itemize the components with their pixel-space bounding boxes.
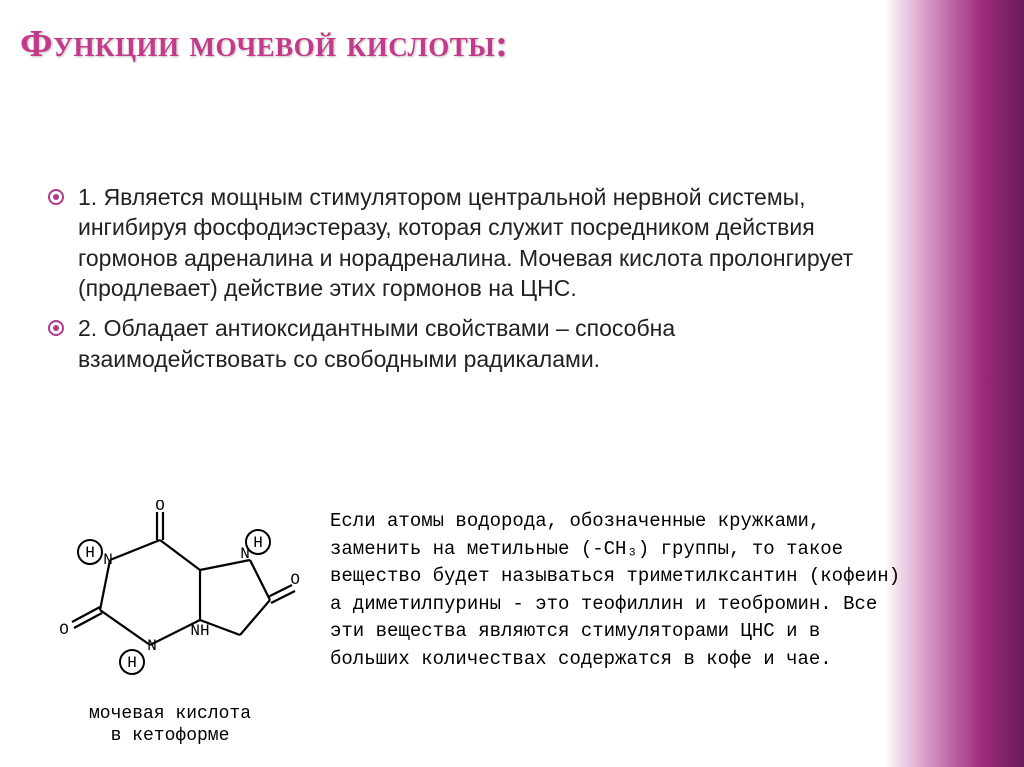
chemical-structure: O O O N N NH N H H H мочевая кислота в к… bbox=[30, 500, 310, 747]
list-item-text: 2. Обладает антиоксидантными свойствами … bbox=[78, 313, 868, 374]
bullet-icon bbox=[48, 189, 64, 205]
uric-acid-diagram: O O O N N NH N H H H bbox=[40, 500, 300, 700]
atom-o8: O bbox=[290, 571, 300, 589]
chem-caption: мочевая кислота в кетоформе bbox=[30, 704, 310, 747]
list-item: 1. Является мощным стимулятором централь… bbox=[48, 182, 868, 303]
chem-caption-line2: в кетоформе bbox=[111, 726, 230, 746]
atom-o6: O bbox=[155, 500, 165, 515]
atom-n3: N bbox=[147, 637, 157, 655]
atom-n9: NH bbox=[190, 622, 209, 640]
atom-n1: N bbox=[103, 551, 113, 569]
atom-n7: N bbox=[240, 545, 250, 563]
atom-h1: H bbox=[85, 544, 95, 562]
bullet-icon bbox=[48, 320, 64, 336]
list-item-text: 1. Является мощным стимулятором централь… bbox=[78, 182, 868, 303]
bullet-list: 1. Является мощным стимулятором централь… bbox=[48, 182, 868, 384]
monospace-note: Если атомы водорода, обозначенные кружка… bbox=[310, 500, 910, 673]
atom-o2: O bbox=[59, 621, 69, 639]
bottom-row: O O O N N NH N H H H мочевая кислота в к… bbox=[30, 500, 910, 747]
slide-title: Функции мочевой кислоты: bbox=[20, 22, 508, 66]
chem-caption-line1: мочевая кислота bbox=[89, 704, 251, 724]
atom-h7: H bbox=[253, 534, 263, 552]
atom-h3: H bbox=[127, 654, 137, 672]
list-item: 2. Обладает антиоксидантными свойствами … bbox=[48, 313, 868, 374]
